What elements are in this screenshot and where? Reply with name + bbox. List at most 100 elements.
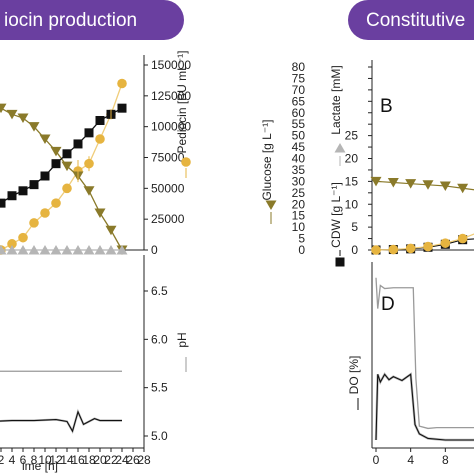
ph-tick-label: 5.0 xyxy=(151,429,168,443)
series-band-left-do xyxy=(0,408,122,434)
x-tick-label: 8 xyxy=(31,453,38,467)
right-marker-pediocin xyxy=(457,233,468,244)
pediocin-tick-label: 75000 xyxy=(151,151,185,165)
glucose-tick-label: 10 xyxy=(292,220,306,234)
right-series-line-do xyxy=(375,277,474,430)
right-marker-pediocin xyxy=(423,241,433,252)
x-tick-label: 26 xyxy=(126,453,140,467)
x-tick-label: 20 xyxy=(93,453,107,467)
right-marker-pediocin xyxy=(405,243,416,254)
right-marker-glucose xyxy=(422,180,434,190)
right-x-tick-label: 8 xyxy=(442,453,449,467)
ph-axis-label: pH xyxy=(175,332,189,347)
marker-cdw xyxy=(62,149,72,159)
right-banner xyxy=(348,0,474,40)
lactate-axis-label: Lactate [mM] xyxy=(329,65,343,134)
cdw-tick-label: 25 xyxy=(345,129,359,143)
right-marker-glucose xyxy=(387,178,399,188)
marker-cdw xyxy=(0,198,6,208)
glucose-tick-label: 75 xyxy=(292,71,306,85)
x-tick-label: 14 xyxy=(60,453,74,467)
marker-glucose xyxy=(50,146,62,157)
glucose-tick-label: 30 xyxy=(292,174,306,188)
ph-tick-label: 6.0 xyxy=(151,332,168,346)
left-banner xyxy=(0,0,184,40)
x-tick-label: 28 xyxy=(137,453,151,467)
marker-lactate xyxy=(94,245,106,255)
glucose-axis-label: Glucose [g L⁻¹] xyxy=(260,119,274,200)
ph-tick-label: 6.5 xyxy=(151,284,168,298)
glucose-tick-label: 50 xyxy=(292,129,306,143)
marker-cdw xyxy=(117,103,127,113)
x-tick-label: 22 xyxy=(104,453,118,467)
marker-cdw xyxy=(95,116,105,125)
glucose-tick-label: 35 xyxy=(292,163,306,177)
glucose-tick-label: 55 xyxy=(292,117,306,131)
marker-lactate xyxy=(50,245,62,255)
marker-glucose xyxy=(94,208,106,218)
right-x-tick-label: 0 xyxy=(373,453,380,467)
pediocin-axis-label: Pediocin [BU mL⁻¹] xyxy=(175,50,189,153)
time-axis-label: ime [h] xyxy=(22,459,58,473)
left-panel: 0 25000 50000 75000 100000 125000 150000 5.0 5.5… xyxy=(0,55,191,467)
x-tick-label: 12 xyxy=(49,453,63,467)
pediocin-tick-label: 150000 xyxy=(151,58,191,72)
right-marker-glucose xyxy=(405,179,417,189)
x-tick-label: 6 xyxy=(20,453,27,467)
marker-glucose xyxy=(6,109,18,120)
glucose-tick-label: 20 xyxy=(292,197,306,211)
marker-lactate xyxy=(83,245,95,255)
marker-glucose xyxy=(17,113,29,124)
marker-pediocin xyxy=(51,198,61,208)
marker-glucose xyxy=(28,122,40,132)
pediocin-tick-label: 50000 xyxy=(151,181,185,195)
series-line-left-do xyxy=(0,410,122,433)
x-tick-label: 24 xyxy=(115,453,129,467)
glucose-tick-label: 70 xyxy=(292,83,306,97)
panel-letter-d: D xyxy=(381,294,395,315)
right-marker-pediocin xyxy=(388,244,399,255)
marker-cdw xyxy=(73,139,83,149)
marker-lactate xyxy=(72,245,84,255)
cdw-tick-label: 15 xyxy=(345,174,359,188)
marker-glucose xyxy=(61,161,73,172)
marker-lactate xyxy=(39,245,51,255)
marker-cdw xyxy=(40,171,50,181)
series-line-pediocin xyxy=(0,83,123,251)
right-marker-glucose xyxy=(439,181,451,191)
marker-glucose xyxy=(83,186,95,196)
cdw-tick-label: 0 xyxy=(351,243,358,257)
marker-glucose xyxy=(0,103,7,114)
marker-lactate xyxy=(61,245,73,255)
cdw-tick-label: 20 xyxy=(345,152,359,166)
glucose-tick-label: 5 xyxy=(298,232,305,246)
marker-pediocin xyxy=(95,134,105,144)
right-marker-glucose xyxy=(457,183,469,194)
glucose-tick-label: 80 xyxy=(292,60,306,74)
marker-lactate xyxy=(17,245,29,255)
marker-lactate xyxy=(6,245,18,255)
marker-pediocin xyxy=(7,239,17,249)
marker-pediocin xyxy=(18,232,28,243)
pediocin-tick-label: 125000 xyxy=(151,89,191,103)
glucose-tick-label: 25 xyxy=(292,186,306,200)
marker-lactate xyxy=(105,245,117,255)
x-tick-label: 18 xyxy=(82,453,96,467)
legend-glucose-marker xyxy=(265,200,277,210)
marker-lactate xyxy=(116,245,128,255)
marker-glucose xyxy=(105,225,117,236)
do-axis-label: DO [%] xyxy=(347,356,361,395)
pediocin-tick-label: 25000 xyxy=(151,212,185,226)
glucose-tick-label: 15 xyxy=(292,209,306,223)
left-banner-title: iocin production xyxy=(4,10,137,31)
marker-lactate xyxy=(0,245,7,255)
marker-cdw xyxy=(18,186,28,196)
marker-pediocin xyxy=(40,208,50,218)
x-tick-label: 16 xyxy=(71,453,85,467)
cdw-axis-label: CDW [g L⁻¹] xyxy=(329,182,343,248)
marker-pediocin xyxy=(62,183,72,194)
marker-pediocin xyxy=(29,218,39,228)
right-x-tick-label: 4 xyxy=(407,453,414,467)
right-marker-pediocin xyxy=(440,238,451,248)
